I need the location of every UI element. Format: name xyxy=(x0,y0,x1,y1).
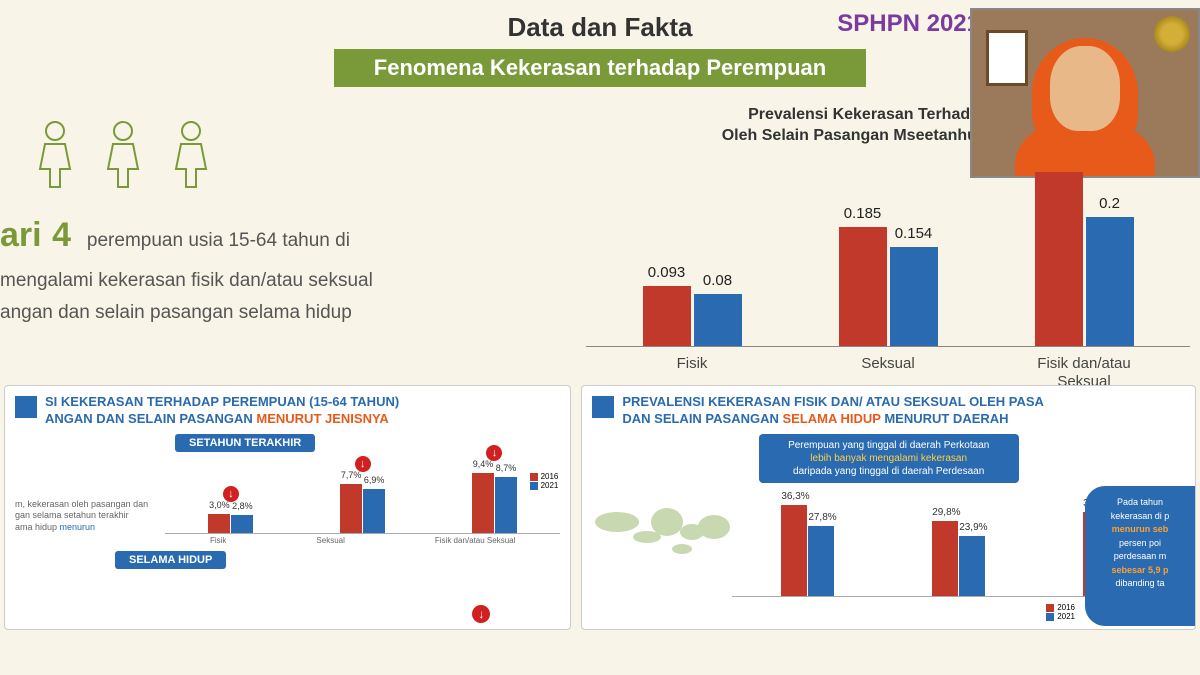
mini-legend: 2016 2021 xyxy=(1046,603,1075,621)
bar: 0.093 xyxy=(643,286,691,346)
panel-title: PREVALENSI KEKERASAN FISIK DAN/ ATAU SEK… xyxy=(622,394,1044,428)
stat-line: mengalami kekerasan fisik dan/atau seksu… xyxy=(0,270,373,291)
arrow-down-icon: ↓ xyxy=(223,486,239,502)
mini-bar: 9,4% xyxy=(472,473,494,533)
panel-marker-icon xyxy=(592,396,614,418)
mini-bar: 8,7% xyxy=(495,477,517,532)
region-bar: 29,8% xyxy=(932,521,958,596)
mini-bar-chart: 3,0%2,8%↓7,7%6,9%↓9,4%8,7%↓ xyxy=(165,456,560,534)
stat-block: ari 4 perempuan usia 15-64 tahun di meng… xyxy=(0,99,576,379)
mini-bar: 3,0% xyxy=(208,514,230,533)
callout-box: Perempuan yang tinggal di daerah Perkota… xyxy=(759,434,1019,483)
page-subtitle: Fenomena Kekerasan terhadap Perempuan xyxy=(334,49,866,87)
mini-bar: 7,7% xyxy=(340,484,362,533)
bar: 0.08 xyxy=(694,294,742,345)
indonesia-map-icon xyxy=(592,487,732,577)
bar: 0.154 xyxy=(890,247,938,346)
arrow-down-icon: ↓ xyxy=(355,456,371,472)
mini-note: m, kekerasan oleh pasangan dan gan selam… xyxy=(15,499,165,534)
bar xyxy=(1035,172,1083,346)
speaker-person xyxy=(1010,46,1160,176)
region-bar: 36,3% xyxy=(781,505,807,596)
subhead-badge: SETAHUN TERAKHIR xyxy=(175,434,315,452)
bar-chart-area: 0.0930.08 0.1850.154 0.2 xyxy=(586,157,1190,347)
panel-title: SI KEKERASAN TERHADAP PEREMPUAN (15-64 T… xyxy=(45,394,399,428)
mini-x-labels: FisikSeksualFisik dan/atau Seksual xyxy=(165,536,560,545)
arrow-down-icon: ↓ xyxy=(486,445,502,461)
arrow-down-icon: ↓ xyxy=(472,605,490,623)
region-bar: 27,8% xyxy=(808,526,834,596)
bar: 0.185 xyxy=(839,227,887,346)
panel-marker-icon xyxy=(15,396,37,418)
side-info-box: Pada tahun kekerasan di p menurun seb pe… xyxy=(1085,486,1195,626)
mini-legend: 2016 2021 xyxy=(530,472,559,490)
woman-icons xyxy=(30,119,566,189)
woman-icon xyxy=(166,119,216,189)
stat-line: angan dan selain pasangan selama hidup xyxy=(0,302,352,323)
subhead-badge: SELAMA HIDUP xyxy=(115,551,226,569)
woman-icon xyxy=(98,119,148,189)
stat-line: perempuan usia 15-64 tahun di xyxy=(87,230,350,251)
panel-by-type: SI KEKERASAN TERHADAP PEREMPUAN (15-64 T… xyxy=(4,385,571,630)
panel-by-region: PREVALENSI KEKERASAN FISIK DAN/ ATAU SEK… xyxy=(581,385,1196,630)
woman-icon xyxy=(30,119,80,189)
stat-word: ari xyxy=(0,216,42,254)
region-bar: 23,9% xyxy=(959,536,985,596)
stat-number: 4 xyxy=(52,216,71,254)
stat-text: ari 4 perempuan usia 15-64 tahun di meng… xyxy=(0,207,566,329)
speaker-video xyxy=(970,8,1200,178)
mini-bar: 6,9% xyxy=(363,489,385,533)
bar: 0.2 xyxy=(1086,217,1134,346)
logo-text: SPHPN 2021 xyxy=(837,10,980,38)
mini-bar: 2,8% xyxy=(231,515,253,533)
